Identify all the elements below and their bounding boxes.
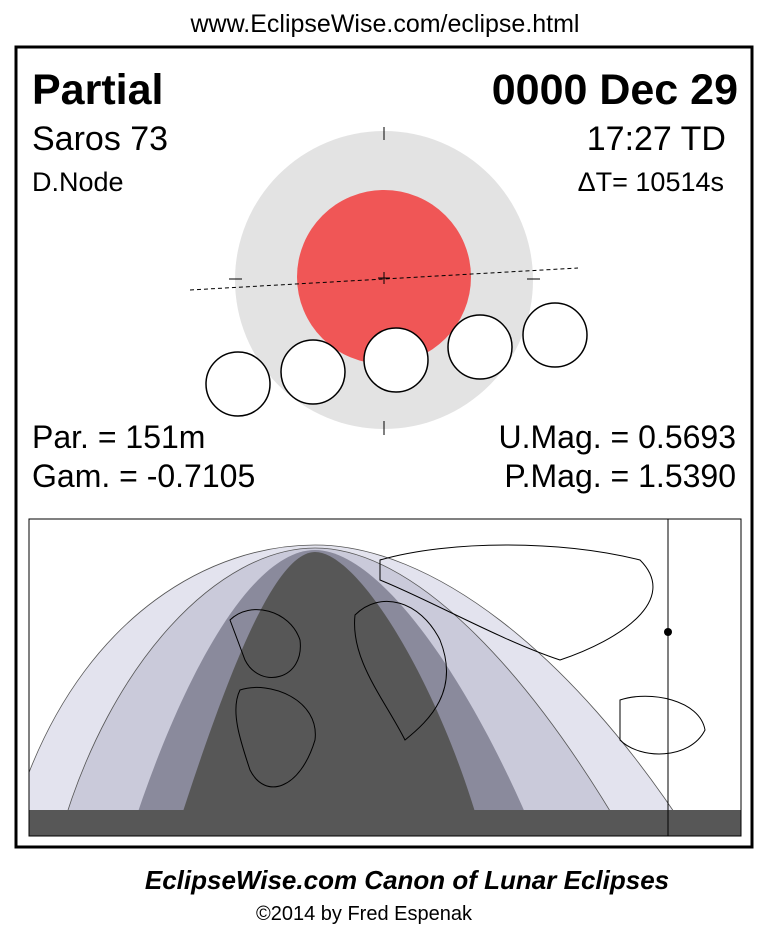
saros: Saros 73 bbox=[32, 120, 168, 158]
map-frame bbox=[28, 518, 742, 837]
eclipse-type: Partial bbox=[32, 66, 163, 114]
moon bbox=[205, 351, 271, 417]
penumbral-magnitude: P.Mag. = 1.5390 bbox=[504, 458, 736, 494]
moon bbox=[447, 314, 513, 380]
moon-path bbox=[189, 267, 579, 291]
greatest-eclipse-point bbox=[664, 628, 672, 636]
moon bbox=[363, 327, 429, 393]
coastlines bbox=[229, 544, 706, 788]
delta-t: ΔT= 10514s bbox=[578, 167, 724, 197]
footer-title: EclipseWise.com Canon of Lunar Eclipses bbox=[145, 865, 669, 895]
umbral-magnitude: U.Mag. = 0.5693 bbox=[499, 419, 736, 455]
copyright: ©2014 by Fred Espenak bbox=[256, 903, 473, 925]
total-zone bbox=[175, 552, 482, 836]
duration: Par. = 151m bbox=[32, 419, 205, 455]
gamma: Gam. = -0.7105 bbox=[32, 458, 255, 494]
visibility-map bbox=[28, 518, 742, 837]
frame bbox=[14, 45, 754, 849]
moon bbox=[280, 339, 346, 405]
antarctic-strip bbox=[29, 810, 741, 836]
eclipse-date: 0000 Dec 29 bbox=[492, 66, 738, 114]
time: 17:27 TD bbox=[587, 120, 726, 158]
node: D.Node bbox=[32, 167, 124, 197]
moon bbox=[522, 302, 588, 368]
url: www.EclipseWise.com/eclipse.html bbox=[190, 10, 580, 38]
shadow-diagram bbox=[189, 127, 588, 435]
